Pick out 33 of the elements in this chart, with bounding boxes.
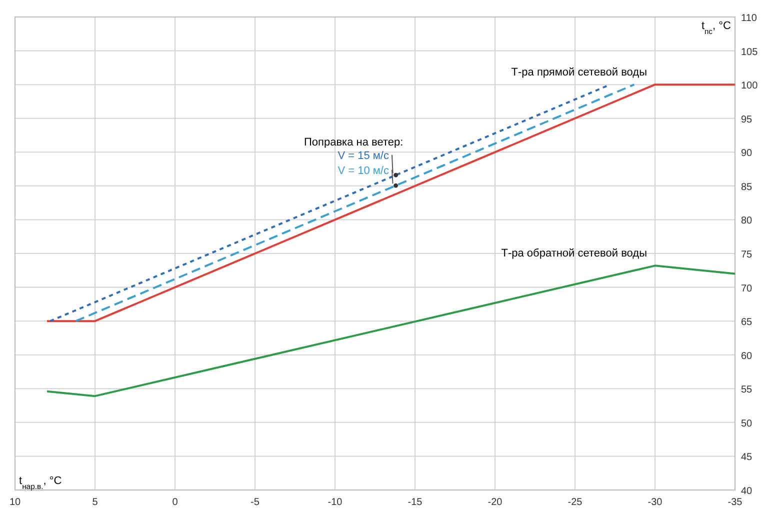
series-label: Т-ра прямой сетевой воды xyxy=(511,66,648,79)
line-series xyxy=(46,264,736,398)
y-tick-label: 70 xyxy=(741,283,753,294)
y-tick-label: 105 xyxy=(741,46,758,58)
series-label: V = 15 м/с xyxy=(338,150,390,162)
x-tick-label: 5 xyxy=(92,497,98,508)
y-tick-label: 110 xyxy=(741,13,758,24)
series-label: V = 10 м/с xyxy=(338,164,390,177)
x-axis-title: t$_{нар.в.}$, °C xyxy=(19,475,62,490)
x-tick-label: -20 xyxy=(488,497,503,508)
y-tick-label: 85 xyxy=(741,182,753,193)
x-tick-label: 0 xyxy=(172,497,178,508)
x-tick-label: -15 xyxy=(408,497,423,508)
y-tick-label: 65 xyxy=(741,317,753,328)
y-tick-label: 45 xyxy=(741,452,753,464)
x-tick-label: 10 xyxy=(9,497,21,508)
x-tick-label: -35 xyxy=(728,497,743,508)
x-tick-label: -30 xyxy=(648,497,663,508)
x-tick-label: -5 xyxy=(250,497,260,508)
y-tick-label: 75 xyxy=(741,250,753,260)
y-tick-label: 95 xyxy=(741,114,753,126)
annotation: Поправка на ветер: xyxy=(304,136,404,148)
y-axis-title: t$_{пс}$, °C xyxy=(701,20,732,36)
y-tick-label: 80 xyxy=(741,216,753,227)
y-tick-label: 40 xyxy=(741,486,753,497)
x-tick-label: -10 xyxy=(328,497,343,508)
y-tick-label: 100 xyxy=(741,80,758,92)
x-tick-label: -25 xyxy=(568,497,583,508)
y-tick-label: 50 xyxy=(741,418,753,430)
y-tick-label: 55 xyxy=(741,384,753,396)
series-label: Т-ра обратной сетевой воды xyxy=(501,248,648,260)
y-tick-label: 90 xyxy=(741,148,753,160)
y-tick-label: 60 xyxy=(741,350,753,362)
